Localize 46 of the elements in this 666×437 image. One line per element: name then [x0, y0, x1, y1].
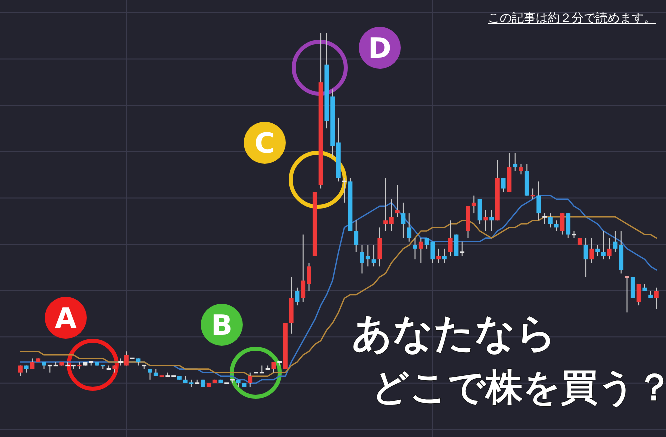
candlestick: [554, 220, 559, 232]
candlestick: [654, 287, 659, 310]
candlestick: [418, 238, 424, 264]
annotation: A: [55, 302, 78, 335]
candlestick: [478, 198, 482, 225]
candlestick: [124, 351, 129, 366]
annotation: どこで株を買う？: [372, 366, 666, 409]
candlestick: [272, 362, 276, 374]
candlestick: [590, 238, 594, 264]
candlestick: [372, 244, 376, 268]
annotation: C: [254, 127, 276, 160]
candlestick: [30, 358, 35, 370]
candlestick: [513, 152, 518, 172]
candlestick: [354, 220, 359, 253]
annotation: B: [211, 309, 233, 342]
annotation: あなたなら: [352, 311, 557, 357]
candlestick: [295, 287, 300, 306]
candlestick: [607, 238, 612, 260]
candlestick: [596, 244, 600, 257]
candlestick: [519, 163, 524, 176]
candlestick: [401, 202, 406, 239]
candlestick: [490, 210, 494, 232]
candlestick: [378, 227, 382, 268]
candlestick: [472, 195, 476, 214]
candlestick: [342, 178, 347, 204]
candlestick: [442, 248, 447, 264]
candlestick: [636, 284, 642, 306]
candlestick: [484, 210, 488, 232]
candlestick: [625, 276, 630, 314]
annotation: D: [368, 32, 392, 65]
candlestick: [542, 213, 548, 225]
candlestick: [501, 178, 506, 193]
candlestick: [566, 213, 571, 239]
candlestick: [407, 213, 412, 242]
text: この記事は約２分で読めます。: [488, 11, 656, 25]
candlestick: [436, 248, 442, 264]
candlestick: [448, 220, 453, 257]
candlestick: [395, 184, 400, 218]
candlestick: [584, 238, 588, 278]
candlestick: [460, 241, 465, 257]
candlestick: [560, 213, 565, 236]
candlestick: [548, 213, 553, 228]
candlestick: [413, 238, 418, 260]
candlestick: [602, 230, 606, 260]
candlestick: [536, 181, 542, 222]
candlestick: [248, 372, 253, 388]
